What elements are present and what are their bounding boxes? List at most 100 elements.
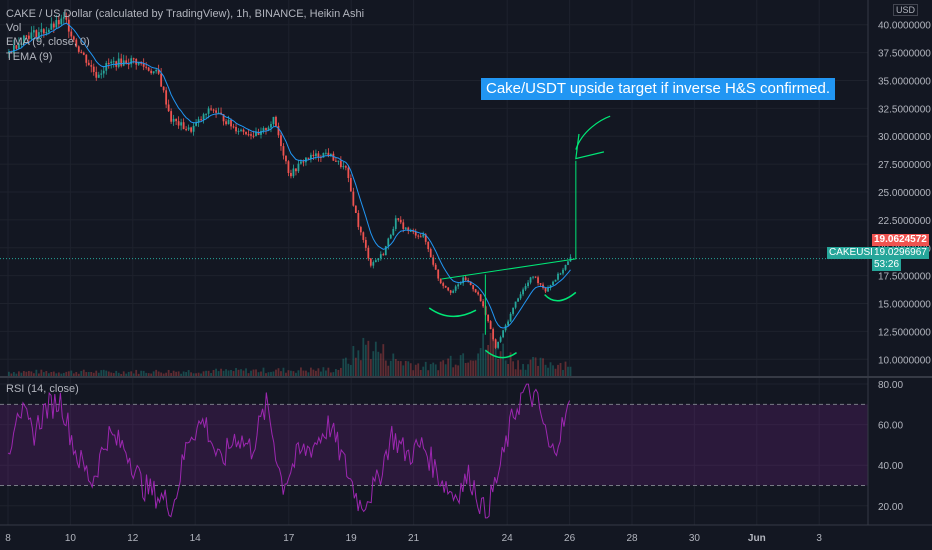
volume-bar xyxy=(212,370,215,376)
volume-bar xyxy=(424,361,427,376)
candle-body xyxy=(359,227,362,233)
volume-bar xyxy=(569,366,572,376)
neckline xyxy=(441,258,576,280)
candle-body xyxy=(462,277,465,284)
right-shoulder-arc xyxy=(544,291,577,302)
volume-bar xyxy=(210,372,212,376)
volume-bar xyxy=(559,362,562,376)
rsi-band-fill xyxy=(0,404,868,486)
candle-body xyxy=(469,281,472,286)
annotation-callout[interactable]: Cake/USDT upside target if inverse H&S c… xyxy=(481,78,836,100)
candle-body xyxy=(554,279,557,282)
volume-bar xyxy=(429,364,432,376)
candle-body xyxy=(152,71,155,74)
volume-bar xyxy=(30,371,33,376)
candle-body xyxy=(534,276,537,278)
candle-body xyxy=(242,129,245,132)
volume-bar xyxy=(130,371,133,376)
candle-body xyxy=(544,287,547,292)
volume-bar xyxy=(22,371,25,376)
candle-body xyxy=(162,86,165,91)
volume-bar xyxy=(329,372,332,376)
candle-body xyxy=(437,269,440,279)
time-tick-label: 24 xyxy=(502,533,514,544)
candle-body xyxy=(559,273,562,275)
volume-bar xyxy=(82,369,85,376)
candle-body xyxy=(394,218,397,229)
candle-body xyxy=(290,172,292,177)
volume-bar xyxy=(414,364,417,376)
candle-body xyxy=(487,314,490,322)
volume-bar xyxy=(474,360,477,376)
candle-body xyxy=(367,247,370,259)
price-tick-label: 10.0000000 xyxy=(878,355,931,366)
volume-bar xyxy=(60,373,63,376)
candle-body xyxy=(499,337,502,342)
candle-body xyxy=(312,154,315,157)
candle-body xyxy=(369,258,372,266)
candle-body xyxy=(115,61,118,67)
candle-body xyxy=(552,281,554,286)
candle-body xyxy=(459,283,462,285)
candle-body xyxy=(272,116,275,125)
volume-bar xyxy=(532,356,534,376)
target-arrow-head xyxy=(575,133,605,160)
volume-bar xyxy=(207,370,210,376)
candle-body xyxy=(90,65,93,67)
price-tick-label: 22.5000000 xyxy=(878,216,931,227)
volume-bar xyxy=(399,361,402,376)
candle-body xyxy=(537,277,539,284)
volume-bar xyxy=(310,367,312,376)
volume-bar xyxy=(87,372,90,376)
candle-body xyxy=(275,116,277,126)
candle-body xyxy=(270,124,272,128)
volume-bar xyxy=(392,353,395,376)
volume-bar xyxy=(295,372,297,376)
candle-body xyxy=(110,61,113,64)
volume-bar xyxy=(95,370,98,376)
candle-body xyxy=(32,30,35,33)
volume-bar xyxy=(140,370,143,376)
volume-bar xyxy=(564,361,567,376)
volume-bar xyxy=(190,372,193,376)
volume-bar xyxy=(459,355,462,376)
candle-body xyxy=(60,18,63,25)
candle-body xyxy=(474,289,477,293)
volume-bar xyxy=(402,365,405,376)
volume-bar xyxy=(312,369,315,376)
volume-bar xyxy=(225,369,227,376)
volume-bar xyxy=(220,368,222,376)
rsi-tick-label: 20.00 xyxy=(878,502,903,513)
candle-body xyxy=(479,294,482,302)
candle-body xyxy=(472,285,475,290)
volume-bar xyxy=(554,368,557,376)
volume-bar xyxy=(519,369,522,376)
volume-bar xyxy=(132,373,135,376)
volume-bar xyxy=(472,360,475,376)
volume-bar xyxy=(514,369,517,376)
candle-body xyxy=(232,126,235,128)
volume-bar xyxy=(35,369,38,376)
candle-body xyxy=(195,122,197,126)
volume-bar xyxy=(437,370,440,376)
candle-body xyxy=(12,45,15,54)
volume-bar xyxy=(115,370,118,376)
volume-bar xyxy=(127,371,130,376)
candle-body xyxy=(77,46,80,52)
volume-bar xyxy=(222,370,225,376)
candle-body xyxy=(524,286,527,290)
candle-body xyxy=(539,283,542,285)
volume-bar xyxy=(57,372,60,376)
volume-bar xyxy=(387,365,390,376)
volume-bar xyxy=(282,367,285,376)
volume-bar xyxy=(339,367,342,376)
volume-bars xyxy=(8,332,572,376)
volume-bar xyxy=(200,373,202,376)
candle-body xyxy=(240,129,242,131)
time-tick-label: 21 xyxy=(408,533,420,544)
candle-body xyxy=(97,74,100,78)
volume-bar xyxy=(467,362,470,376)
candle-body xyxy=(257,132,260,135)
volume-bar xyxy=(120,373,123,376)
currency-label[interactable]: USD xyxy=(893,4,919,16)
